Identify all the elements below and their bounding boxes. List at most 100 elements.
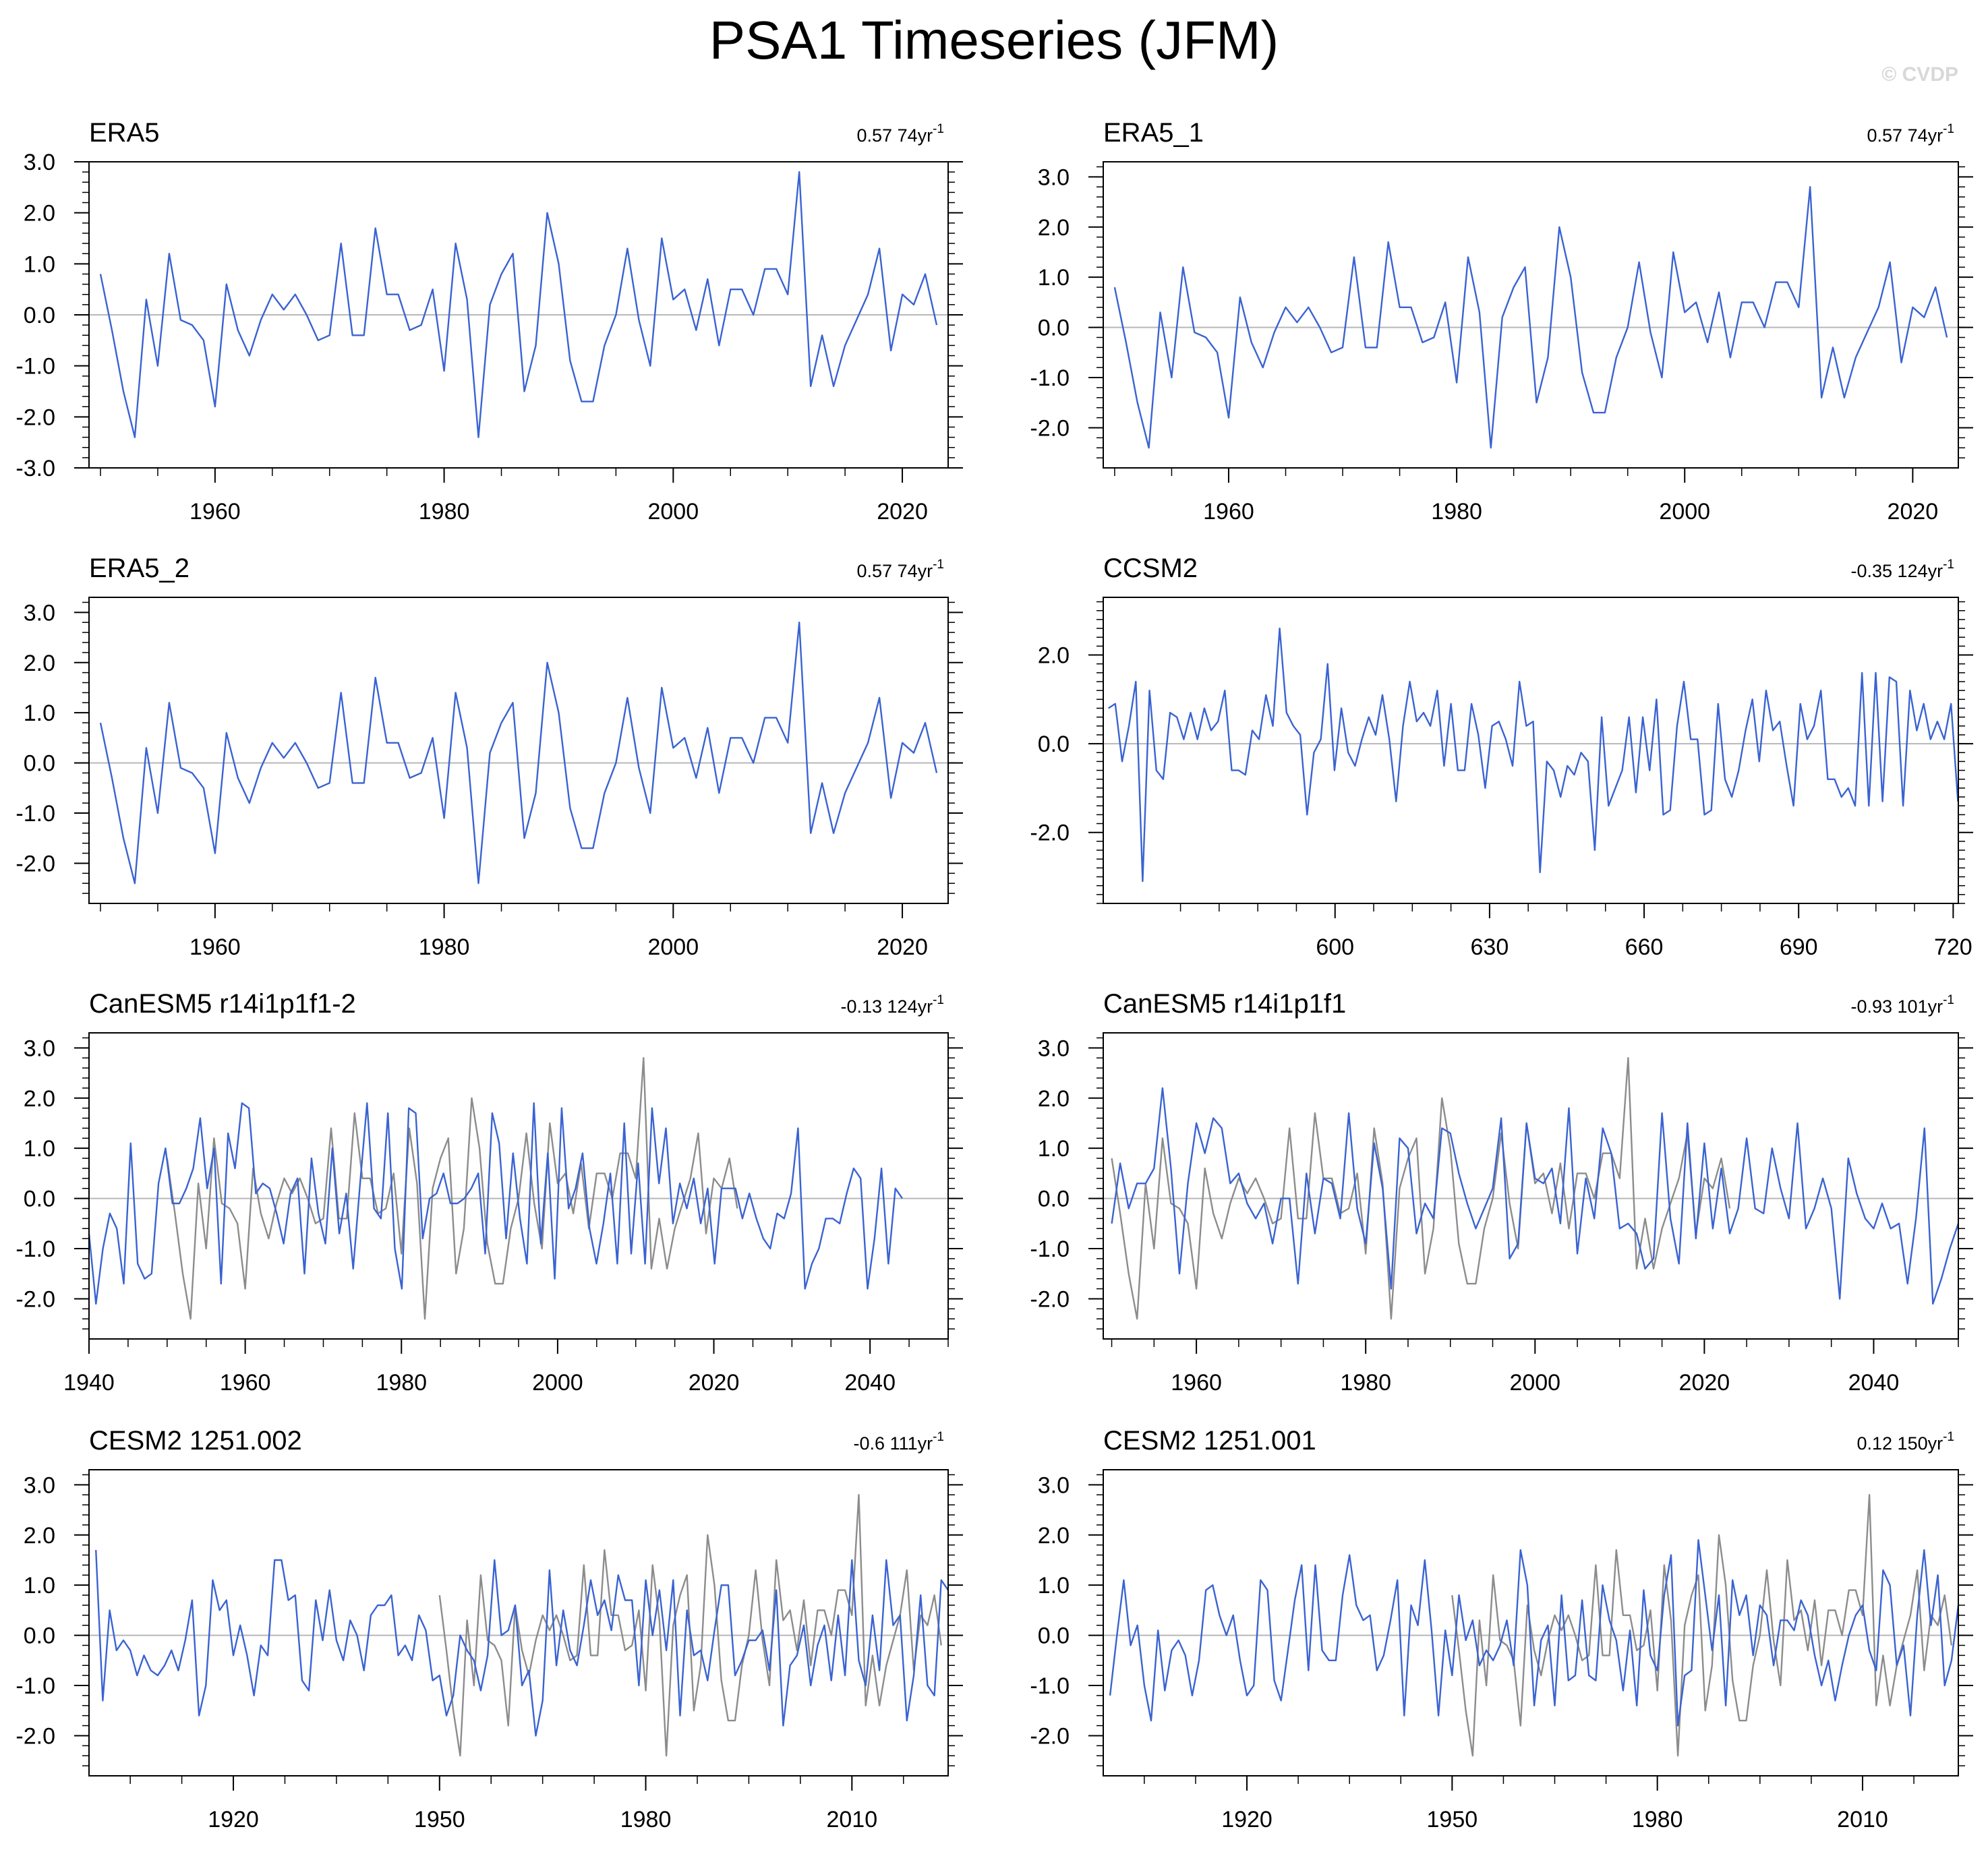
x-tick-label: 2000	[532, 1370, 583, 1396]
panel-4: CCSM2 -0.35 124yr-1 2.0 0.0 -2.0 600 630 660 690…	[1030, 554, 1973, 960]
panel-stat: -0.13 124yr-1	[841, 993, 945, 1017]
y-tick-label: -2.0	[1030, 1723, 1070, 1749]
x-tick-label: 2040	[844, 1370, 896, 1396]
y-tick-label: 1.0	[1038, 265, 1070, 291]
y-tick-label: 3.0	[24, 1036, 55, 1061]
plot-frame	[88, 1032, 949, 1340]
x-tick-label: 1980	[376, 1370, 427, 1396]
panel-title: CanESM5 r14i1p1f1-2	[89, 989, 356, 1019]
plot-frame	[1103, 1469, 1959, 1776]
y-tick-label: 2.0	[24, 651, 55, 676]
y-tick-label: -1.0	[16, 1673, 55, 1699]
x-tick-label: 2020	[1888, 499, 1939, 525]
series-model	[88, 1102, 903, 1305]
y-tick-label: 0.0	[24, 303, 55, 328]
x-tick-label: 1980	[1340, 1370, 1391, 1396]
y-tick-label: 2.0	[1038, 643, 1070, 669]
panel-stat: 0.57 74yr-1	[857, 558, 944, 581]
y-tick-label: 1.0	[24, 700, 55, 726]
y-tick-label: -1.0	[1030, 1673, 1070, 1699]
panel-6: CanESM5 r14i1p1f1 -0.93 101yr-1 3.0 2.0 1.0 0…	[1030, 989, 1973, 1396]
plot-frame	[1103, 597, 1959, 904]
plot-frame	[88, 1469, 949, 1776]
y-tick-label: -2.0	[16, 851, 55, 876]
plot-frame	[88, 597, 949, 904]
y-tick-label: 2.0	[24, 1086, 55, 1112]
y-tick-label: 0.0	[24, 1623, 55, 1649]
x-tick-label: 1940	[63, 1370, 115, 1396]
x-tick-label: 1920	[208, 1807, 259, 1832]
x-tick-label: 630	[1471, 934, 1509, 960]
y-tick-label: 1.0	[24, 1136, 55, 1162]
y-tick-label: -3.0	[16, 456, 55, 481]
y-tick-label: 2.0	[1038, 1523, 1070, 1549]
x-tick-label: 2010	[1837, 1807, 1888, 1832]
plot-frame	[1103, 1032, 1959, 1340]
panel-stat: 0.57 74yr-1	[1867, 122, 1954, 146]
series-model	[1107, 627, 1959, 883]
y-tick-label: 0.0	[1038, 1187, 1070, 1212]
x-tick-label: 2000	[647, 934, 699, 960]
y-tick-label: 3.0	[24, 150, 55, 175]
figure-title: PSA1 Timeseries (JFM)	[709, 10, 1279, 70]
panel-3: ERA5_2 0.57 74yr-1 3.0 2.0 1.0 0.0 -1.0 -2.0 196…	[16, 554, 963, 960]
x-tick-label: 1980	[419, 934, 470, 960]
x-tick-label: 1960	[189, 934, 241, 960]
y-tick-label: 3.0	[1038, 1472, 1070, 1498]
panel-title: ERA5_2	[89, 554, 189, 583]
panel-1: ERA5 0.57 74yr-1 3.0 2.0 1.0 0.0 -1.0 -2.0 -3.0 1…	[16, 118, 963, 525]
panel-title: CCSM2	[1103, 554, 1198, 583]
x-tick-label: 2000	[1659, 499, 1710, 525]
x-tick-label: 1960	[189, 499, 241, 525]
x-tick-label: 2000	[647, 499, 699, 525]
plot-frame	[1103, 161, 1959, 469]
series-obs	[1111, 1057, 1731, 1320]
series-model	[1111, 1087, 1960, 1305]
x-tick-label: 1980	[419, 499, 470, 525]
panel-stat: -0.35 124yr-1	[1851, 558, 1955, 581]
y-tick-label: -1.0	[1030, 1236, 1070, 1262]
x-tick-label: 1950	[414, 1807, 465, 1832]
x-tick-label: 720	[1934, 934, 1972, 960]
x-tick-label: 2040	[1848, 1370, 1900, 1396]
x-tick-label: 1920	[1221, 1807, 1273, 1832]
y-tick-label: -2.0	[16, 405, 55, 430]
x-tick-label: 1980	[1431, 499, 1482, 525]
y-tick-label: 3.0	[24, 600, 55, 626]
y-tick-label: 0.0	[24, 751, 55, 777]
y-tick-label: 3.0	[24, 1472, 55, 1498]
y-tick-label: -1.0	[16, 801, 55, 827]
panel-title: CanESM5 r14i1p1f1	[1103, 989, 1346, 1019]
x-tick-label: 1960	[1171, 1370, 1222, 1396]
x-tick-label: 660	[1625, 934, 1664, 960]
y-tick-label: -2.0	[1030, 415, 1070, 441]
x-tick-label: 2020	[877, 499, 928, 525]
panel-8: CESM2 1251.001 0.12 150yr-1 3.0 2.0 1.0 0.0 -1…	[1030, 1426, 1973, 1832]
series-model	[1113, 186, 1948, 449]
x-tick-label: 2020	[1679, 1370, 1730, 1396]
x-tick-label: 600	[1316, 934, 1354, 960]
y-tick-label: -2.0	[1030, 1286, 1070, 1312]
series-model	[95, 1550, 949, 1737]
y-tick-label: 1.0	[24, 251, 55, 277]
watermark: © CVDP	[1881, 63, 1958, 86]
x-tick-label: 2010	[826, 1807, 877, 1832]
panel-2: ERA5_1 0.57 74yr-1 3.0 2.0 1.0 0.0 -1.0 -2.0 196…	[1030, 118, 1973, 525]
y-tick-label: 2.0	[1038, 1086, 1070, 1112]
x-tick-label: 2000	[1509, 1370, 1560, 1396]
series-model	[1109, 1539, 1960, 1727]
y-tick-label: -2.0	[1030, 820, 1070, 846]
panel-title: CESM2 1251.001	[1103, 1426, 1316, 1456]
y-tick-label: 3.0	[1038, 165, 1070, 190]
series-obs	[438, 1494, 942, 1757]
series-model	[99, 622, 938, 885]
series-model	[99, 171, 938, 438]
y-tick-label: 1.0	[1038, 1573, 1070, 1599]
panel-title: ERA5	[89, 118, 160, 148]
y-tick-label: -1.0	[16, 354, 55, 380]
y-tick-label: 2.0	[1038, 215, 1070, 241]
y-tick-label: 0.0	[1038, 731, 1070, 757]
panel-5: CanESM5 r14i1p1f1-2 -0.13 124yr-1 3.0 2.0 1.…	[16, 989, 963, 1396]
y-tick-label: 0.0	[1038, 1623, 1070, 1649]
